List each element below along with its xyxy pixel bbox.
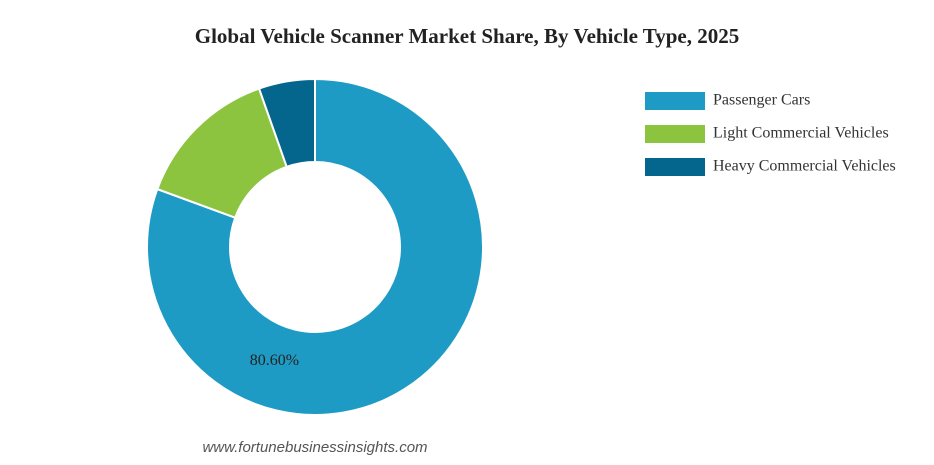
legend-label: Light Commercial Vehicles	[713, 125, 889, 142]
legend-label: Heavy Commercial Vehicles	[713, 158, 896, 175]
value-label: 80.60%	[250, 352, 299, 369]
donut-slice	[146, 77, 484, 416]
legend-label: Passenger Cars	[713, 92, 810, 109]
legend-swatch	[645, 92, 705, 110]
legend-swatch	[645, 125, 705, 143]
source: www.fortunebusinessinsights.com	[202, 439, 427, 456]
legend-swatch	[645, 158, 705, 176]
chart-title: Global Vehicle Scanner Market Share, By …	[195, 24, 739, 48]
donut-slice	[257, 77, 316, 169]
